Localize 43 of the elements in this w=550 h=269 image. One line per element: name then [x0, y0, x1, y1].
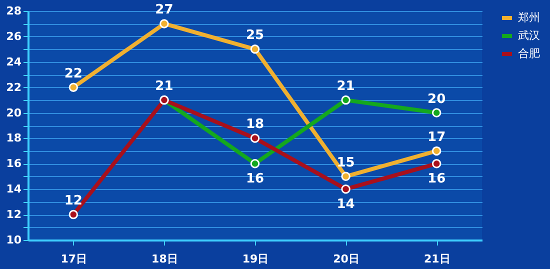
point [68, 82, 78, 92]
x-tick-label: 18日 [152, 252, 178, 266]
y-tick-label: 12 [6, 208, 22, 222]
data-label: 27 [155, 2, 174, 18]
point [341, 172, 350, 182]
data-label: 21 [336, 79, 355, 94]
y-tick-label: 16 [6, 157, 22, 170]
data-label: 15 [336, 155, 355, 170]
y-tick-label: 20 [6, 106, 22, 120]
point [432, 108, 442, 118]
y-tick-label: 28 [6, 4, 22, 18]
legend-label: 郑州 [518, 11, 540, 24]
x-tick-label: 21日 [424, 252, 450, 266]
point [68, 210, 78, 220]
legend-label: 武汉 [518, 29, 540, 42]
legend-label: 合肥 [518, 47, 540, 60]
y-tick-label: 26 [6, 30, 22, 43]
data-label: 22 [64, 66, 82, 82]
data-label: 14 [336, 197, 355, 212]
x-tick-label: 17日 [60, 252, 88, 266]
data-label: 12 [64, 194, 82, 209]
data-label: 16 [428, 172, 446, 187]
x-tick-label: 19日 [242, 252, 269, 266]
point [432, 146, 442, 156]
point [160, 19, 169, 28]
y-tick-label: 22 [6, 80, 22, 94]
data-label: 16 [246, 172, 264, 187]
y-tick-label: 14 [6, 182, 22, 196]
point [341, 95, 350, 105]
y-tick-label: 10 [6, 234, 22, 246]
point [250, 159, 260, 168]
data-label: 18 [246, 117, 264, 132]
point [341, 184, 350, 194]
y-tick-label: 18 [6, 132, 22, 145]
point [250, 44, 260, 54]
data-label: 20 [428, 92, 446, 107]
data-label: 21 [155, 79, 174, 94]
point [250, 134, 260, 143]
data-label: 17 [428, 130, 446, 145]
y-tick-label: 24 [6, 55, 22, 68]
point [432, 159, 442, 168]
data-label: 25 [246, 28, 264, 44]
x-tick-label: 20日 [333, 252, 360, 266]
